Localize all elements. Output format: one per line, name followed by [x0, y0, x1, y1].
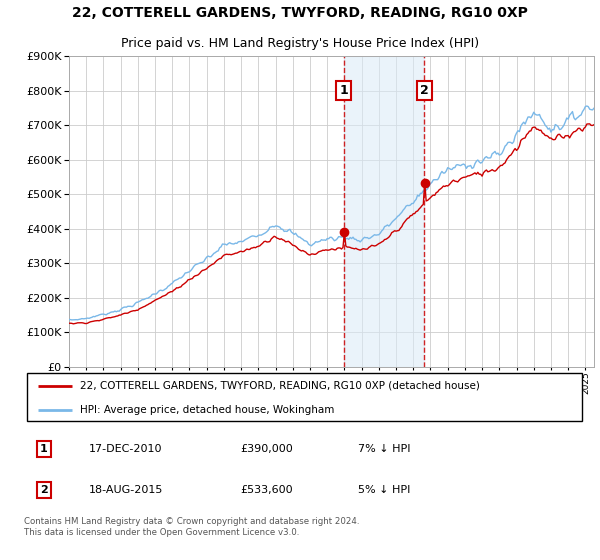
Text: 18-AUG-2015: 18-AUG-2015 [89, 484, 163, 494]
Text: Contains HM Land Registry data © Crown copyright and database right 2024.
This d: Contains HM Land Registry data © Crown c… [24, 517, 359, 536]
Text: 2: 2 [40, 484, 47, 494]
FancyBboxPatch shape [27, 373, 582, 421]
Text: 17-DEC-2010: 17-DEC-2010 [89, 444, 162, 454]
Text: 22, COTTERELL GARDENS, TWYFORD, READING, RG10 0XP (detached house): 22, COTTERELL GARDENS, TWYFORD, READING,… [80, 381, 480, 391]
Text: Price paid vs. HM Land Registry's House Price Index (HPI): Price paid vs. HM Land Registry's House … [121, 37, 479, 50]
Text: 1: 1 [340, 84, 348, 97]
Text: £533,600: £533,600 [240, 484, 293, 494]
Text: 5% ↓ HPI: 5% ↓ HPI [358, 484, 410, 494]
Text: 7% ↓ HPI: 7% ↓ HPI [358, 444, 410, 454]
Text: HPI: Average price, detached house, Wokingham: HPI: Average price, detached house, Woki… [80, 405, 334, 415]
Text: £390,000: £390,000 [240, 444, 293, 454]
Text: 2: 2 [420, 84, 428, 97]
Text: 1: 1 [40, 444, 47, 454]
Bar [344, 56, 424, 367]
Text: 22, COTTERELL GARDENS, TWYFORD, READING, RG10 0XP: 22, COTTERELL GARDENS, TWYFORD, READING,… [72, 6, 528, 20]
